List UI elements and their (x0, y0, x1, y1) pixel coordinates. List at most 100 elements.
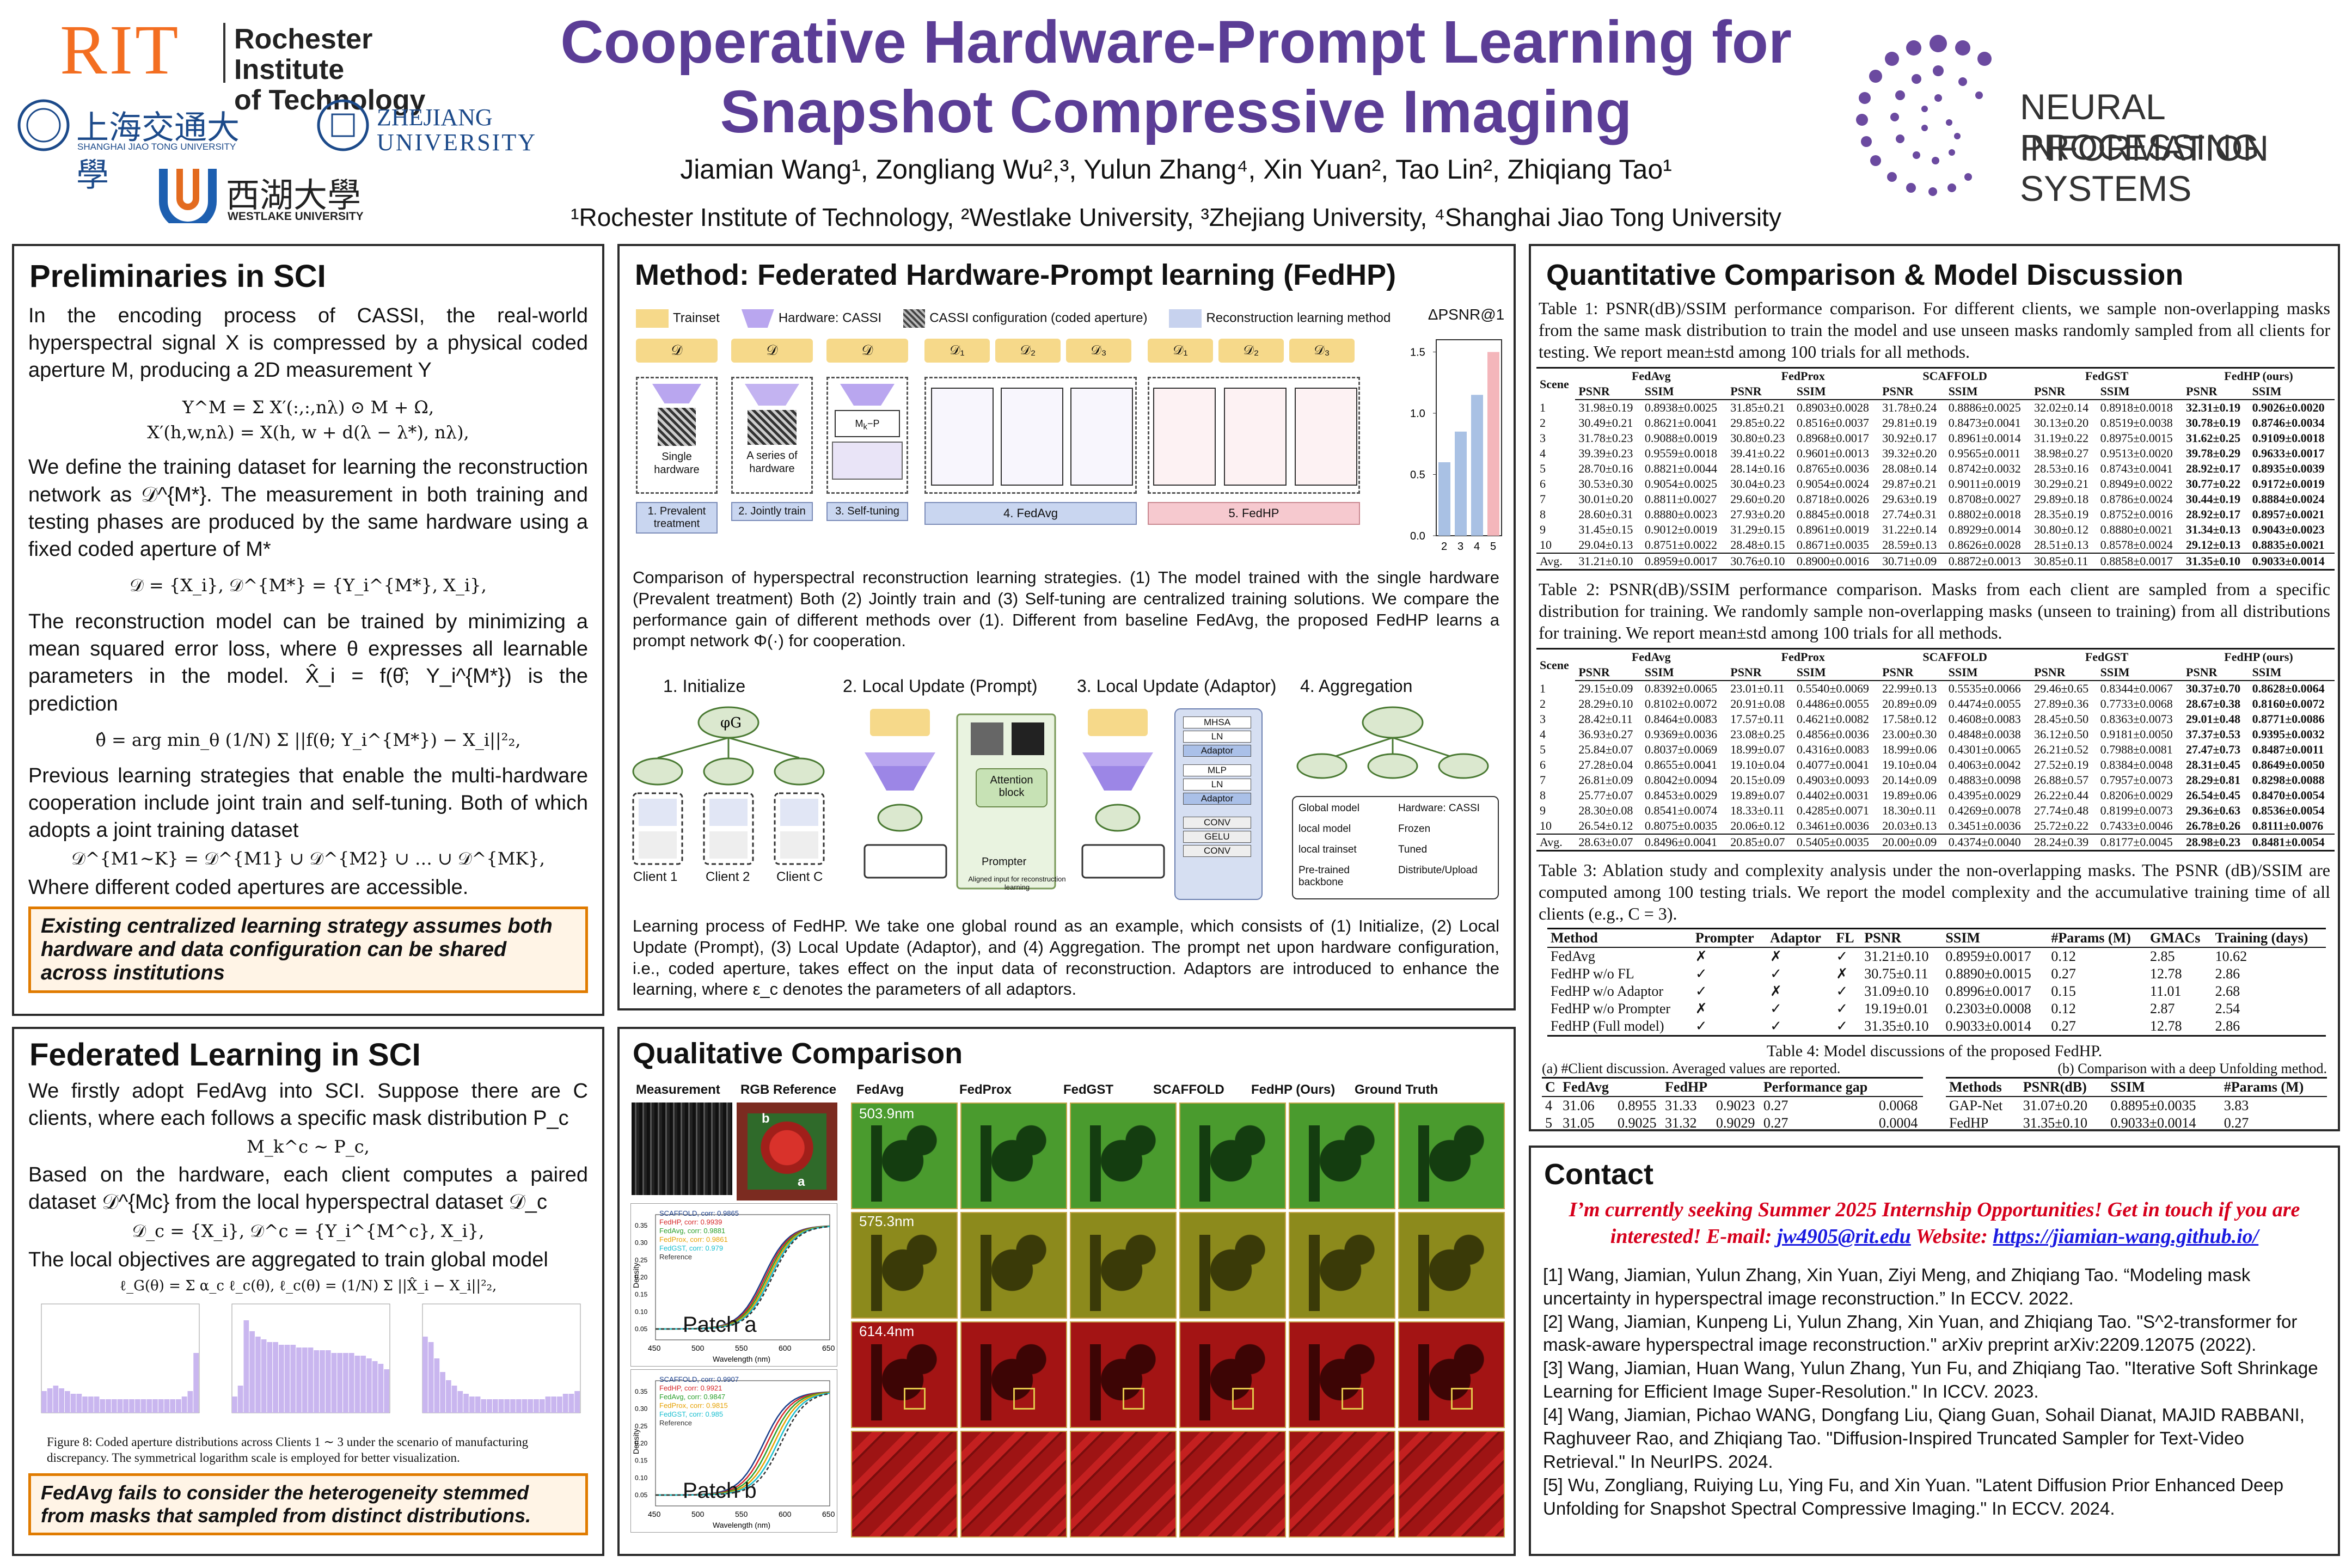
spec-xtick: 500 (691, 1510, 705, 1518)
recon-tile (1179, 1212, 1286, 1319)
table-row: 7 26.81±0.09 0.8042±0.0094 20.15±0.09 0.4903… (1540, 773, 2325, 787)
strategy-2: 2. Jointly train (731, 502, 813, 521)
table4b: Methods PSNR(dB) SSIM #Params (M) GAP-Net 31.… (1946, 1077, 2327, 1129)
website-link[interactable]: https://jiamian-wang.github.io/ (1993, 1225, 2259, 1248)
hist-bar (267, 1342, 273, 1413)
panel-quantitative: Quantitative Comparison & Model Discussi… (1529, 244, 2340, 1131)
table2: Scene FedAvg FedProx SCAFFOLD FedGST FedHP (o… (1536, 648, 2335, 852)
recon-tile (960, 1102, 1067, 1209)
step-prompt: 2. Local Update (Prompt) (843, 676, 1038, 696)
spec-ylabel: Density (632, 1429, 640, 1454)
recon-tile (1398, 1212, 1505, 1319)
col-measurement: Measurement (636, 1082, 720, 1097)
hist-bar (545, 1396, 551, 1413)
hist-bar (140, 1399, 146, 1413)
step-initialize: 1. Initialize (663, 676, 746, 696)
fl-figure-caption: Figure 8: Coded aperture distributions a… (47, 1435, 529, 1465)
hist-bar (492, 1399, 498, 1413)
table-row-avg: Avg. 28.63±0.07 0.8496±0.0041 20.85±0.07 0.5… (1536, 834, 2335, 852)
hist-bar (534, 1399, 539, 1413)
table-row: 3 31.78±0.23 0.9088±0.0019 30.80±0.23 0.8968… (1540, 431, 2325, 445)
attention-label: Attention block (990, 774, 1033, 799)
table-row: 5 31.05 0.9025 31.32 0.9029 0.27 0.0004 (1542, 1114, 1923, 1129)
table-row: GAP-Net 31.07±0.20 0.8895±0.0035 3.83 (1949, 1098, 2249, 1113)
spec-xtick: 650 (822, 1510, 835, 1518)
delta-bar (1487, 352, 1499, 536)
rgb-patch-a-label: a (798, 1174, 805, 1189)
spec-xtick: 550 (735, 1344, 748, 1352)
spec-xtick: 550 (735, 1510, 748, 1518)
recon-tile (851, 1102, 958, 1209)
table3-caption: Table 3: Ablation study and complexity a… (1539, 860, 2330, 923)
histogram-client1 (41, 1303, 200, 1413)
reference-1: [1] Wang, Jiamian, Yulun Zhang, Xin Yuan… (1543, 1264, 2251, 1308)
hist-bar (193, 1352, 199, 1413)
method-caption1: Comparison of hyperspectral reconstructi… (633, 568, 1499, 651)
table-row: 2 30.49±0.21 0.8621±0.0041 29.85±0.22 0.8516… (1540, 416, 2325, 430)
zju-name2: UNIVERSITY (377, 129, 537, 156)
hist-bar (134, 1399, 140, 1413)
strategies-diagram: 𝒟 𝒟 𝒟 𝒟₁ 𝒟₂ 𝒟₃ 𝒟₁ 𝒟₂ 𝒟₃ Single hardware … (630, 339, 1404, 556)
hist-bar (469, 1396, 475, 1413)
recon-tile (1289, 1321, 1395, 1428)
delta-bar (1455, 431, 1467, 536)
hist-bar (510, 1399, 516, 1413)
delta-xtick: 4 (1474, 541, 1480, 553)
table-row: 1 29.15±0.09 0.8392±0.0065 23.01±0.11 0.5540… (1540, 681, 2325, 696)
delta-psnr-chart: ΔPSNR@1 0.0 0.5 1.0 1.5 2 3 4 5 (1409, 306, 1512, 562)
hist-bar (152, 1399, 158, 1413)
contact-title: Contact (1544, 1158, 1653, 1191)
hist-bar (308, 1347, 314, 1413)
rit-name-line2: of Technology (234, 84, 426, 116)
hist-bar (522, 1399, 528, 1413)
delta-title: ΔPSNR@1 (1428, 306, 1505, 323)
prompter-label: Prompter (982, 856, 1027, 868)
qual-title: Qualitative Comparison (633, 1037, 963, 1070)
hist-bar (314, 1350, 320, 1413)
table-row: 6 27.28±0.04 0.8655±0.0041 19.10±0.04 0.4077… (1540, 758, 2325, 771)
delta-bar-svg: 0.0 0.5 1.0 1.5 2 3 4 5 (1410, 339, 1502, 553)
reference-4: [4] Wang, Jiamian, Pichao WANG, Dongfang… (1543, 1405, 2305, 1472)
hist-bar (445, 1380, 451, 1413)
hist-bar (384, 1369, 389, 1413)
reconstruction-grid (851, 1102, 1507, 1549)
spec-xlabel: Wavelength (nm) (713, 1355, 770, 1363)
delta-bar (1471, 395, 1483, 536)
recon-tile (1398, 1102, 1505, 1209)
hist-bar (557, 1396, 562, 1413)
hist-bar (574, 1391, 580, 1413)
single-hardware-label: Single hardware (654, 451, 700, 476)
table-row: 6 30.53±0.30 0.9054±0.0025 30.04±0.23 0.9054… (1540, 477, 2325, 491)
table-row: 9 31.45±0.15 0.9012±0.0019 31.29±0.15 0.8961… (1540, 523, 2325, 536)
prelim-eq2: X′(h,w,nλ) = X(h, w + d(λ − λ*), nλ), (147, 422, 469, 443)
table-row: 8 28.60±0.31 0.8880±0.0023 27.93±0.20 0.8845… (1540, 507, 2325, 521)
hist-bar (232, 1396, 237, 1413)
hist-bar (296, 1347, 302, 1413)
prelim-title: Preliminaries in SCI (29, 259, 326, 294)
email-link[interactable]: jw4905@rit.edu (1777, 1225, 1911, 1248)
client-c-label: Client C (776, 869, 823, 884)
prelim-callout: Existing centralized learning strategy a… (28, 906, 588, 994)
table-row: 5 25.84±0.07 0.8037±0.0069 18.99±0.07 0.4316… (1540, 743, 2324, 756)
fl-eq1: M_k^c ∼ P_c, (247, 1136, 370, 1157)
spectral-curve (656, 1226, 830, 1330)
spec-a-legend: SCAFFOLD, corr: 0.9865 FedHP, corr: 0.993… (659, 1209, 739, 1261)
fl-p2: Based on the hardware, each client compu… (28, 1163, 588, 1214)
authors: Jiamian Wang¹, Zongliang Wu²,³, Yulun Zh… (680, 154, 1672, 185)
table-row: 10 26.54±0.12 0.8075±0.0035 20.06±0.12 0.346… (1540, 819, 2324, 832)
delta-ytick: 0.0 (1410, 530, 1425, 542)
spec-ytick: 0.20 (635, 1273, 648, 1281)
spec-xtick: 500 (691, 1344, 705, 1352)
histogram-client2 (231, 1303, 390, 1413)
reference-2: [2] Wang, Jiamian, Kunpeng Li, Yulun Zha… (1543, 1311, 2298, 1355)
spec-ytick: 0.30 (635, 1239, 648, 1247)
hist-bar (487, 1399, 492, 1413)
series-hardware-label: A series of hardware (746, 450, 798, 475)
recon-tile (1179, 1102, 1286, 1209)
recon-tile (1070, 1321, 1177, 1428)
patch-b-label: Patch b (683, 1479, 757, 1503)
hist-bar (158, 1399, 164, 1413)
hist-bar (331, 1352, 337, 1413)
spec-ylabel: Density (632, 1263, 640, 1288)
table-row: FedAvg ✗ ✗ ✓ 31.21±0.10 0.8959±0.0017 0.12 2.85… (1551, 948, 2247, 964)
